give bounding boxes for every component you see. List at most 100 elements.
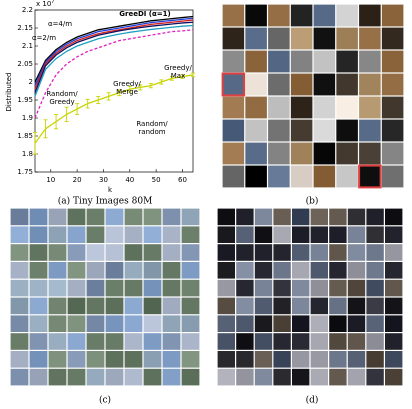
- thumbnail: [329, 333, 347, 350]
- thumbnail: [273, 333, 291, 350]
- thumbnail: [329, 244, 347, 261]
- thumbnail: [10, 208, 29, 226]
- thumbnail: [292, 333, 310, 350]
- thumbnail: [385, 226, 403, 243]
- thumbnail: [124, 351, 143, 368]
- thumbnail: [181, 279, 200, 297]
- thumbnail: [359, 27, 381, 50]
- thumbnail: [236, 368, 254, 386]
- thumbnail: [381, 50, 404, 73]
- thumbnail: [236, 279, 254, 297]
- thumbnail: [254, 262, 273, 279]
- thumbnail: [162, 262, 181, 279]
- thumbnail: [86, 333, 105, 350]
- thumbnail: [67, 297, 86, 315]
- caption: (a) Tiny Images 80M: [58, 196, 153, 207]
- thumbnail: [181, 262, 200, 279]
- thumbnail: [292, 279, 310, 297]
- thumbnail: [329, 368, 347, 386]
- thumbnail: [336, 4, 358, 27]
- thumbnail: [366, 368, 384, 386]
- thumbnail: [143, 226, 162, 243]
- thumbnail: [290, 4, 313, 27]
- thumbnail: [254, 208, 273, 226]
- thumbnail: [143, 244, 162, 261]
- thumbnail: [347, 351, 366, 368]
- annotation: Random/: [136, 120, 168, 128]
- thumbnail: [310, 262, 328, 279]
- thumbnail: [336, 119, 358, 142]
- thumbnail: [162, 208, 181, 226]
- thumbnail: [245, 50, 267, 73]
- thumbnail: [290, 96, 313, 119]
- thumbnail: [347, 333, 366, 350]
- thumbnail: [359, 142, 381, 165]
- thumbnail: [162, 368, 181, 386]
- y-tick-label: 1.95: [17, 96, 33, 104]
- thumbnail: [329, 279, 347, 297]
- error-bar: [85, 98, 90, 109]
- annotation: GreeDI (α=1): [119, 10, 171, 18]
- thumbnail: [162, 226, 181, 243]
- thumbnail: [268, 96, 290, 119]
- thumbnail: [181, 208, 200, 226]
- thumbnail: [313, 96, 336, 119]
- thumbnail: [124, 226, 143, 243]
- thumbnail: [67, 262, 86, 279]
- thumbnail: [222, 119, 245, 142]
- annotation: Greedy/: [113, 80, 141, 88]
- thumbnail: [366, 244, 384, 261]
- thumbnail: [313, 73, 336, 96]
- thumbnail: [366, 297, 384, 315]
- thumbnail: [67, 244, 86, 261]
- thumbnail: [105, 333, 124, 350]
- thumbnail: [245, 27, 267, 50]
- series-line: [34, 19, 194, 90]
- thumbnail: [254, 368, 273, 386]
- annotation: Max: [171, 72, 185, 80]
- thumbnail: [245, 119, 267, 142]
- x-tick-label: 30: [99, 176, 108, 184]
- series-line: [34, 24, 194, 97]
- thumbnail: [143, 208, 162, 226]
- x-tick-label: 50: [152, 176, 161, 184]
- caption: (d): [306, 395, 319, 406]
- thumbnail: [366, 351, 384, 368]
- multiplier-base: x 10: [36, 0, 51, 8]
- thumbnail: [222, 4, 245, 27]
- thumbnail: [86, 262, 105, 279]
- thumbnail: [273, 297, 291, 315]
- error-bar: [106, 92, 111, 101]
- thumbnail: [290, 27, 313, 50]
- thumbnail: [86, 297, 105, 315]
- thumbnail: [292, 226, 310, 243]
- thumbnail: [273, 315, 291, 332]
- thumbnail: [245, 73, 267, 96]
- annotation: Merge: [116, 88, 138, 96]
- error-bar: [127, 85, 132, 93]
- y-tick-label: 1.8: [22, 150, 33, 158]
- thumbnail: [268, 119, 290, 142]
- thumbnail: [86, 351, 105, 368]
- thumbnail: [310, 333, 328, 350]
- thumbnail: [329, 208, 347, 226]
- thumbnail: [290, 73, 313, 96]
- thumbnail: [221, 72, 246, 97]
- thumbnail: [381, 142, 404, 165]
- thumbnail: [124, 244, 143, 261]
- thumbnail: [10, 244, 29, 261]
- thumbnail: [143, 351, 162, 368]
- thumbnail: [86, 315, 105, 332]
- thumbnail: [48, 333, 67, 350]
- thumbnail: [292, 297, 310, 315]
- thumbnail: [29, 315, 48, 332]
- thumbnail: [268, 50, 290, 73]
- thumbnail: [245, 96, 267, 119]
- y-tick-label: 2: [29, 78, 33, 86]
- thumbnail: [385, 315, 403, 332]
- thumbnail: [48, 297, 67, 315]
- thumbnail: [273, 244, 291, 261]
- thumbnail: [366, 279, 384, 297]
- thumbnail: [124, 262, 143, 279]
- thumbnail: [313, 50, 336, 73]
